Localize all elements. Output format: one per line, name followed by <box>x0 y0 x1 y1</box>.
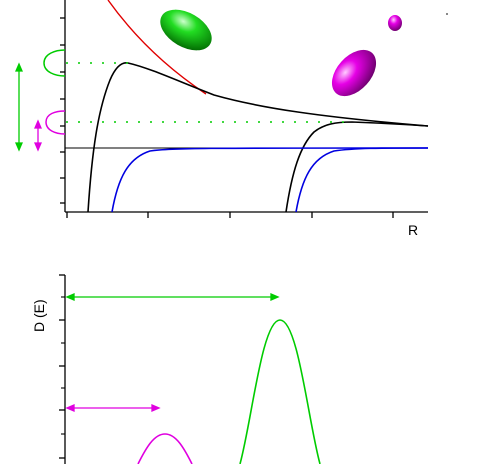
magenta-width-arrow <box>65 404 161 412</box>
bottom-y-minor-ticks <box>61 296 65 435</box>
bottom-panel: D (E) <box>31 274 321 464</box>
green-wavepacket <box>43 49 66 77</box>
magenta-peak <box>137 433 193 464</box>
top-x-axis-label: R <box>408 222 418 238</box>
bottom-y-axis-label: D (E) <box>31 299 47 332</box>
magenta-ellipsoid <box>331 49 377 97</box>
blue-curve-1 <box>111 147 429 213</box>
bottom-y-ticks <box>59 274 65 459</box>
top-x-ticks <box>66 212 394 218</box>
speck <box>446 13 448 15</box>
potential-curve-2 <box>285 121 429 213</box>
magenta-energy-arrow <box>34 119 42 152</box>
green-peak <box>239 319 321 464</box>
green-width-arrow <box>65 293 280 301</box>
blue-curve-2 <box>295 147 429 213</box>
potential-curve-1 <box>87 62 429 213</box>
green-ellipsoid <box>160 9 212 51</box>
magenta-wavepacket <box>45 110 66 135</box>
magenta-sphere <box>388 15 402 31</box>
green-energy-arrow <box>15 62 23 152</box>
dissociation-curve <box>107 0 207 95</box>
top-y-ticks <box>60 17 65 204</box>
top-panel: R <box>15 0 448 238</box>
